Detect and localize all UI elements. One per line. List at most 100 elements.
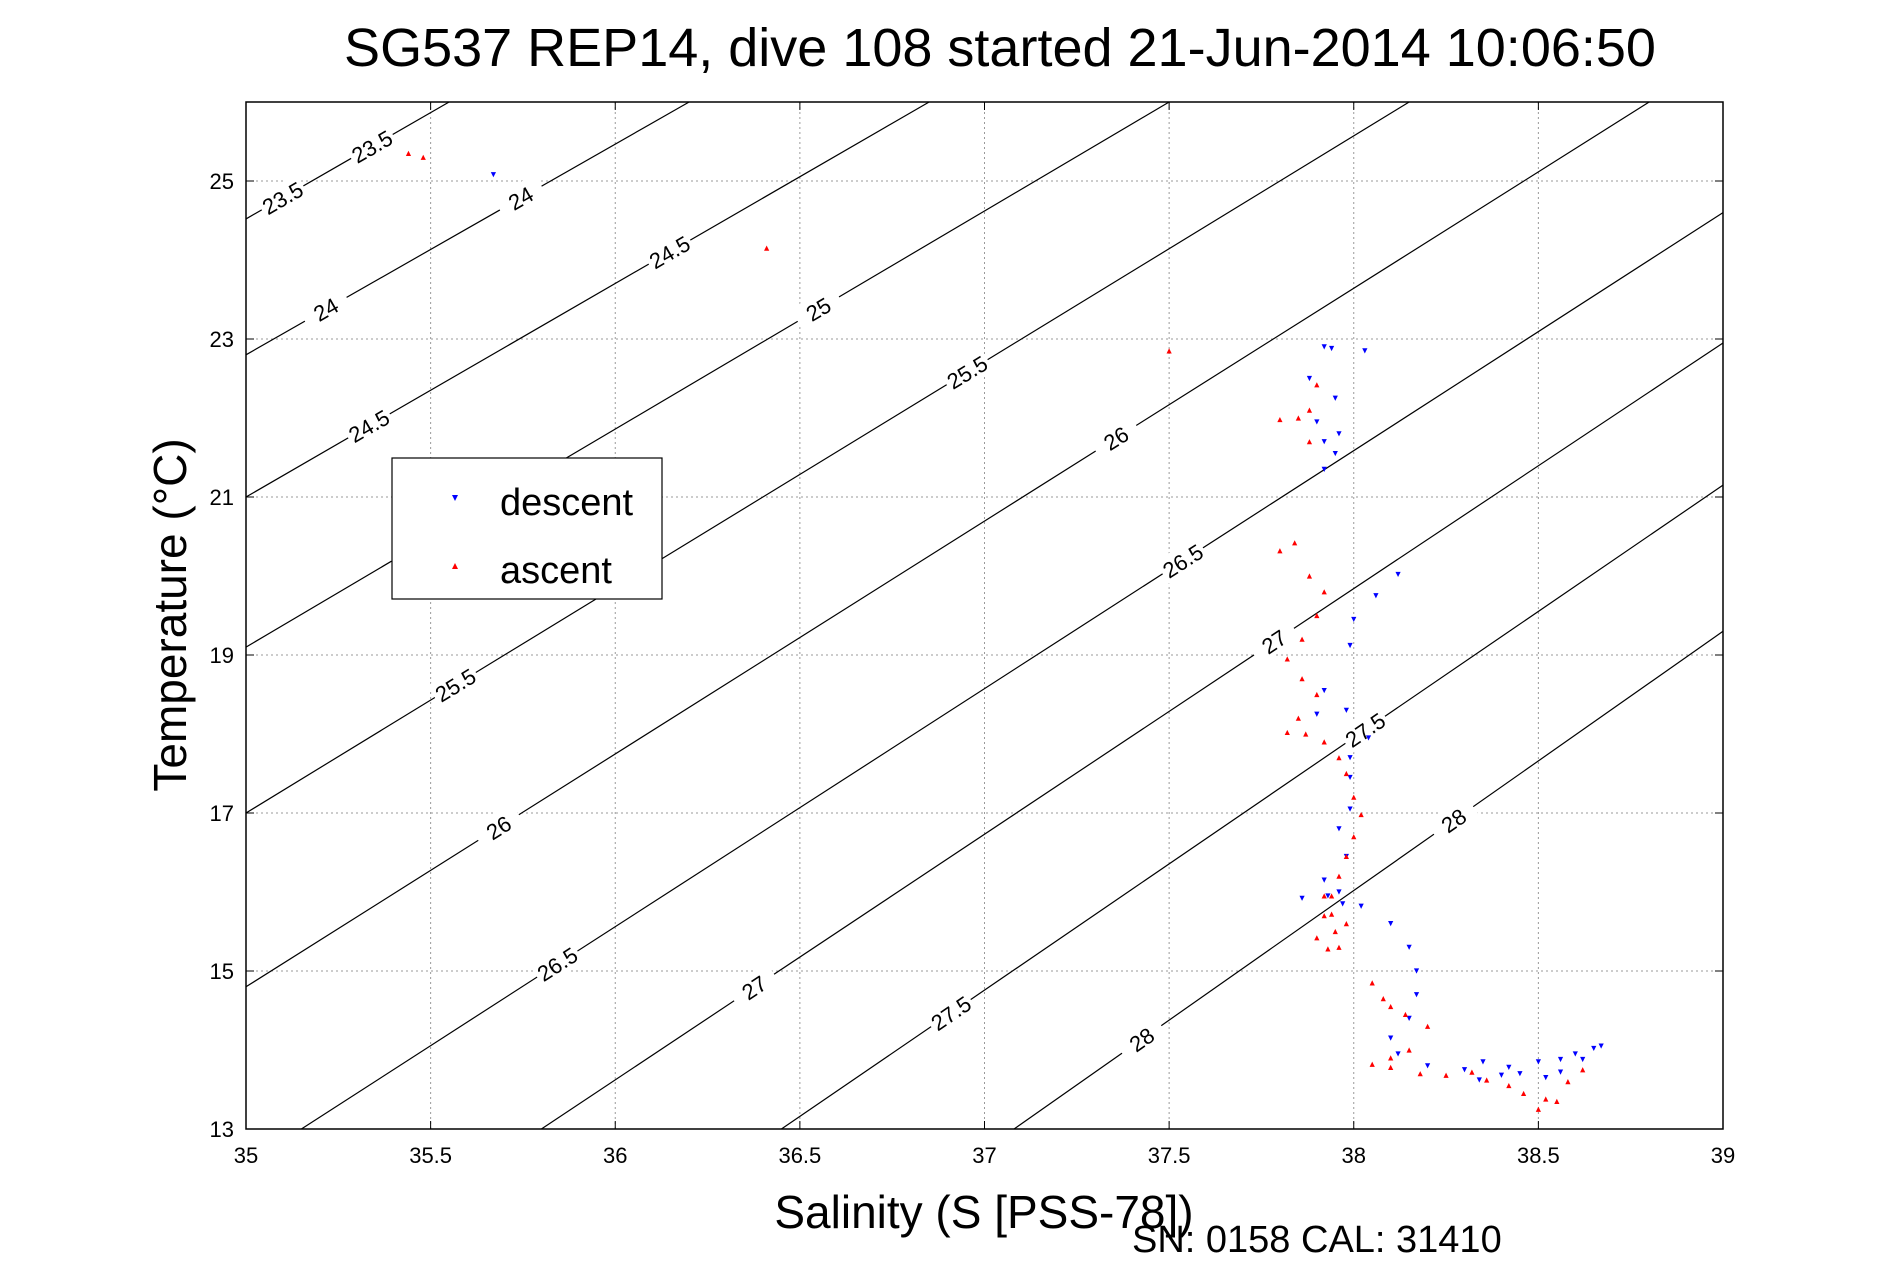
ascent-point <box>1306 407 1313 413</box>
ascent-point <box>1328 911 1335 917</box>
descent-point <box>1314 711 1320 717</box>
descent-point <box>1351 616 1357 623</box>
legend-label-descent: descent <box>500 482 634 524</box>
ascent-point <box>1554 1098 1560 1104</box>
isopycnal-label-bg <box>297 285 353 332</box>
y-tick-label: 21 <box>210 485 234 510</box>
descent-point <box>1535 1059 1541 1065</box>
ascent-point <box>420 154 426 160</box>
ascent-point <box>1303 731 1309 737</box>
descent-point <box>1498 1072 1505 1078</box>
ascent-point <box>1343 853 1349 860</box>
descent-point <box>1347 642 1353 649</box>
isopycnal-label-bg <box>427 660 483 708</box>
descent-point <box>1580 1056 1586 1063</box>
plot-area-frame <box>245 101 1724 1130</box>
isopycnal-label-bg <box>1088 413 1143 462</box>
axis-ticks: 35 35.5 36 36.5 37 37.5 38 38.5 39 13 15 17 19 21 23 25 <box>210 102 1735 1168</box>
descent-point <box>1395 1051 1401 1057</box>
ascent-point <box>1336 873 1342 879</box>
isopycnal-label-bg <box>939 347 994 395</box>
legend: descent ascent <box>391 457 663 600</box>
descent-point <box>1506 1064 1512 1070</box>
isopycnal-label-bg <box>1337 704 1392 754</box>
ascent-point <box>1314 382 1320 388</box>
descent-point <box>1406 1015 1412 1021</box>
ascent-point <box>1351 794 1357 800</box>
ascent-point <box>1321 893 1327 899</box>
descent-point <box>1591 1045 1597 1052</box>
isopycnal-label-bg <box>1155 536 1210 584</box>
y-tick-label: 15 <box>210 959 234 984</box>
descent-point <box>1343 707 1349 713</box>
ascent-point <box>1358 811 1364 818</box>
x-tick-label: 38.5 <box>1517 1143 1560 1168</box>
descent-point <box>1543 1075 1549 1081</box>
isopycnal-label-bg <box>344 122 399 169</box>
legend-marker-descent <box>452 495 458 501</box>
ascent-point <box>1443 1072 1449 1078</box>
ascent-point <box>1328 893 1335 899</box>
y-tick-label: 25 <box>210 169 234 194</box>
ascent-point <box>1314 935 1320 941</box>
x-tick-label: 38 <box>1342 1143 1366 1168</box>
ascent-point <box>1402 1011 1409 1018</box>
descent-point <box>1476 1077 1482 1083</box>
ascent-point <box>1332 928 1338 935</box>
data-points <box>405 150 1604 1112</box>
descent-point <box>1425 1063 1431 1069</box>
ascent-point <box>1299 636 1305 642</box>
y-tick-label: 17 <box>210 801 234 826</box>
ascent-point <box>1406 1047 1412 1053</box>
ascent-point <box>1321 739 1327 745</box>
ascent-point <box>1369 1061 1375 1067</box>
x-tick-label: 35.5 <box>409 1143 452 1168</box>
ascent-point <box>1535 1106 1541 1112</box>
ascent-point <box>1380 996 1386 1002</box>
ascent-point <box>1277 416 1283 423</box>
isopycnal-label-bg <box>923 988 978 1037</box>
isopycnal-line <box>541 342 1724 1130</box>
chart-title: SG537 REP14, dive 108 started 21-Jun-201… <box>344 18 1656 78</box>
serial-calibration-footer: SN: 0158 CAL: 31410 <box>1132 1219 1502 1261</box>
grid <box>246 102 1723 1129</box>
isopycnal-label-bg <box>726 962 781 1011</box>
x-tick-label: 39 <box>1711 1143 1735 1168</box>
ascent-point <box>1284 656 1290 662</box>
legend-marker-ascent <box>452 563 458 569</box>
descent-point <box>1321 877 1327 883</box>
ascent-point <box>1299 676 1305 682</box>
descent-point <box>490 172 496 178</box>
descent-point <box>1517 1071 1523 1077</box>
ascent-point <box>1506 1082 1512 1089</box>
descent-point <box>1347 755 1353 761</box>
ascent-point <box>1521 1090 1527 1097</box>
descent-point <box>1598 1043 1604 1049</box>
descent-point <box>1336 431 1342 437</box>
descent-point <box>1321 466 1327 472</box>
ascent-point <box>1292 540 1298 546</box>
descent-point <box>1413 968 1420 974</box>
descent-point <box>1332 450 1338 457</box>
isopycnal-line <box>301 212 1724 1130</box>
y-tick-label: 23 <box>210 327 234 352</box>
ascent-point <box>1543 1096 1549 1102</box>
ascent-point <box>1388 1064 1394 1070</box>
ascent-point <box>1425 1023 1431 1029</box>
descent-point <box>1362 348 1368 354</box>
ascent-point <box>1565 1079 1571 1085</box>
descent-point <box>1299 895 1305 901</box>
ascent-point <box>1321 589 1327 595</box>
ascent-point <box>1336 755 1342 761</box>
isopycnal-label-bg <box>470 802 526 851</box>
x-tick-label: 36 <box>603 1143 627 1168</box>
isopycnal-label-bg <box>254 173 310 221</box>
x-tick-label: 37.5 <box>1148 1143 1191 1168</box>
descent-point <box>1388 921 1394 927</box>
ascent-point <box>1306 439 1313 445</box>
ascent-point <box>1277 548 1283 554</box>
y-axis-label: Temperature (°C) <box>144 438 196 791</box>
x-tick-label: 35 <box>234 1143 258 1168</box>
x-tick-label: 36.5 <box>778 1143 821 1168</box>
